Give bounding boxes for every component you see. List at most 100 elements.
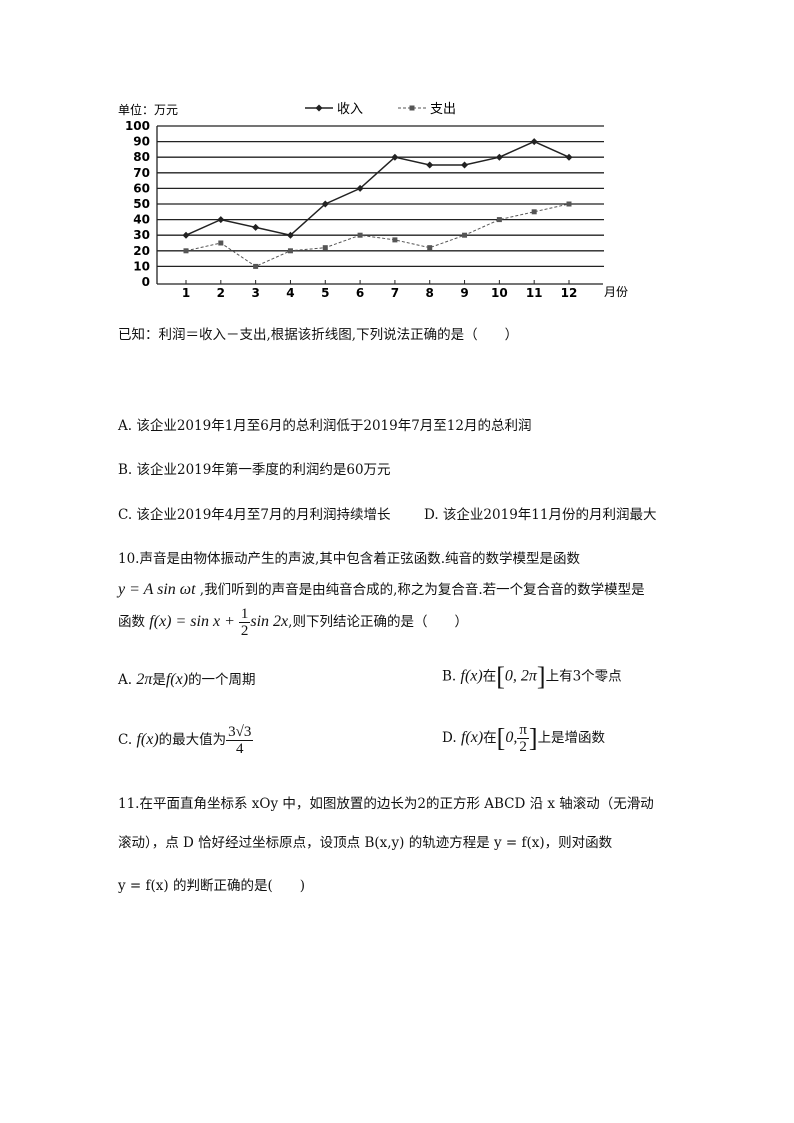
income-point <box>565 153 573 161</box>
q9-option-a: A. 该企业2019年1月至6月的总利润低于2019年7月至12月的总利润 <box>118 418 532 434</box>
q9-option-b: B. 该企业2019年第一季度的利润约是60万元 <box>118 462 391 478</box>
x-tick-label: 4 <box>286 286 294 300</box>
q11-line-1: 11.在平面直角坐标系 xOy 中，如图放置的边长为2的正方形 ABCD 沿 x… <box>118 796 654 812</box>
x-tick-label: 11 <box>526 286 543 300</box>
formula: f(x) <box>460 729 484 746</box>
income-point <box>426 161 434 169</box>
q10-line-2: y = A sin ωt ,我们听到的声音是由纯音合成的,称之为复合音.若一个复… <box>118 578 645 599</box>
denominator: 2 <box>519 739 527 755</box>
bracket: ] <box>536 662 546 691</box>
bracket: ] <box>528 723 538 753</box>
expense-point <box>183 248 189 254</box>
formula: f(x) = sin x + <box>149 613 239 630</box>
fraction: 3√3 4 <box>226 724 254 757</box>
x-tick-label: 2 <box>217 286 225 300</box>
x-tick-label: 3 <box>251 286 259 300</box>
text: 在 <box>482 668 497 685</box>
expense-point <box>357 232 363 238</box>
y-tick-label: 0 <box>142 275 150 289</box>
income-point <box>530 138 538 146</box>
income-point <box>391 153 399 161</box>
bracket: [ <box>496 662 505 691</box>
expense-point <box>287 248 293 254</box>
x-tick-label: 8 <box>426 286 434 300</box>
income-point <box>182 231 190 239</box>
q10-option-d: D. f(x)在[0, π 2]上是增函数 <box>442 722 605 755</box>
expense-point <box>218 240 224 246</box>
expense-point <box>462 232 468 238</box>
legend-marker <box>315 104 323 112</box>
income-point <box>321 200 329 208</box>
formula: sin 2x <box>250 613 289 630</box>
q9-option-d: D. 该企业2019年11月份的月利润最大 <box>424 507 657 523</box>
text: 的最大值为 <box>158 732 227 748</box>
expense-point <box>392 237 398 243</box>
text: 的一个周期 <box>188 672 256 688</box>
y-tick-label: 10 <box>133 259 150 273</box>
text: 函数 <box>118 614 150 630</box>
q9-stem: 已知：利润＝收入－支出,根据该折线图,下列说法正确的是（ ） <box>118 327 519 343</box>
y-tick-label: 30 <box>133 228 150 242</box>
income-point <box>461 161 469 169</box>
text: 在 <box>483 730 497 746</box>
denominator: 4 <box>236 741 244 757</box>
interval: 0, 2π <box>504 667 537 685</box>
series-line-income <box>185 140 570 237</box>
text: 上有3个零点 <box>545 668 622 685</box>
q10-option-c: C. f(x)的最大值为 3√3 4 <box>118 724 254 757</box>
expense-point <box>322 245 328 251</box>
q10-option-b: B. f(x)在[0, 2π]上有3个零点 <box>442 662 622 692</box>
income-point <box>356 184 364 192</box>
expense-point <box>253 263 259 269</box>
q11-line-3: y = f(x) 的判断正确的是( ) <box>118 878 305 894</box>
formula: f(x) <box>165 671 189 688</box>
formula: 2π <box>136 671 153 688</box>
text: ,则下列结论正确的是（ ） <box>288 614 468 630</box>
y-tick-label: 40 <box>133 213 150 227</box>
expense-point <box>566 201 572 207</box>
income-point <box>217 216 225 224</box>
formula: y = A sin ωt <box>118 581 196 598</box>
bracket: [ <box>496 723 506 753</box>
x-tick-label: 12 <box>561 286 578 300</box>
legend-label: 支出 <box>430 102 456 117</box>
expense-point <box>427 245 433 251</box>
x-tick-label: 1 <box>182 286 190 300</box>
formula: f(x) <box>136 731 159 748</box>
expense-point <box>531 209 537 215</box>
numerator: π <box>517 722 529 739</box>
y-tick-label: 80 <box>133 150 150 164</box>
label: C. <box>118 732 137 748</box>
y-tick-label: 50 <box>133 197 150 211</box>
x-tick-label: 7 <box>391 286 399 300</box>
q10-line-1: 10.声音是由物体振动产生的声波,其中包含着正弦函数.纯音的数学模型是函数 <box>118 551 581 567</box>
income-point <box>495 153 503 161</box>
x-axis-label: 月份 <box>604 285 628 299</box>
y-tick-label: 60 <box>133 181 150 195</box>
label: A. <box>118 672 137 688</box>
legend-marker <box>409 105 415 111</box>
x-tick-label: 10 <box>491 286 508 300</box>
income-point <box>252 223 260 231</box>
y-tick-label: 20 <box>133 244 150 258</box>
expense-point <box>496 217 502 223</box>
label: B. <box>442 668 461 685</box>
numerator: 3√3 <box>226 724 254 741</box>
label: D. <box>442 730 461 746</box>
denominator: 2 <box>240 623 249 639</box>
text: 上是增函数 <box>537 730 606 746</box>
q9-option-c: C. 该企业2019年4月至7月的月利润持续增长 <box>118 507 391 523</box>
text: ,我们听到的声音是由纯音合成的,称之为复合音.若一个复合音的数学模型是 <box>195 582 645 598</box>
legend: 收入 支出 <box>305 102 456 117</box>
series <box>182 138 573 269</box>
legend-label: 收入 <box>337 102 363 117</box>
x-tick-label: 6 <box>356 286 364 300</box>
formula: f(x) <box>460 667 483 685</box>
x-tick-label: 5 <box>321 286 329 300</box>
y-tick-label: 100 <box>125 119 150 133</box>
